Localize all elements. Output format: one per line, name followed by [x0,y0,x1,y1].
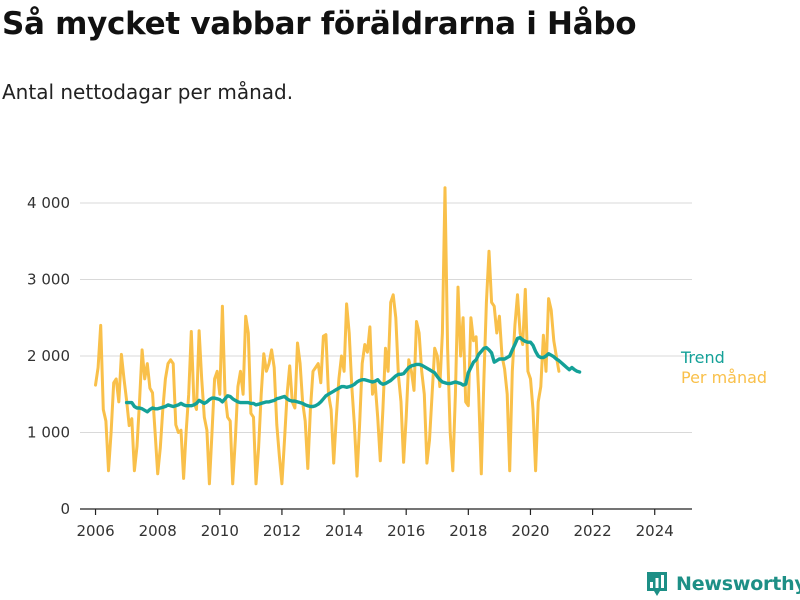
y-tick-label: 4 000 [27,194,70,212]
trend-series-label: Trend [680,348,725,367]
chart-subtitle: Antal nettodagar per månad. [2,80,294,104]
x-tick-label: 2024 [636,522,674,540]
y-tick-label: 1 000 [27,423,70,441]
x-tick-label: 2006 [76,522,114,540]
x-axis: 2006 2008 2010 2012 2014 2016 2018 2020 2022 2024 [76,508,692,540]
x-tick-label: 2010 [201,522,239,540]
brand-logo: Newsworthy [645,570,800,598]
x-tick-label: 2008 [139,522,177,540]
x-tick-label: 2012 [263,522,301,540]
x-tick-label: 2018 [449,522,487,540]
series-labels: Trend Per månad [680,348,767,387]
brand-name: Newsworthy [676,573,800,595]
grid-lines: 0 1 000 2 000 3 000 4 000 [27,194,692,518]
trend-series-line [124,335,582,414]
x-tick-label: 2014 [325,522,363,540]
chart-title: Så mycket vabbar föräldrarna i Håbo [2,6,637,42]
y-tick-label: 2 000 [27,347,70,365]
y-tick-label: 3 000 [27,270,70,288]
series-lines [94,186,582,486]
newsworthy-logo-icon [647,572,667,596]
monthly-series-label: Per månad [681,368,767,387]
x-tick-label: 2016 [387,522,425,540]
x-tick-label: 2020 [511,522,549,540]
y-tick-label: 0 [60,500,70,518]
monthly-series-line [94,186,561,486]
x-tick-label: 2022 [573,522,611,540]
